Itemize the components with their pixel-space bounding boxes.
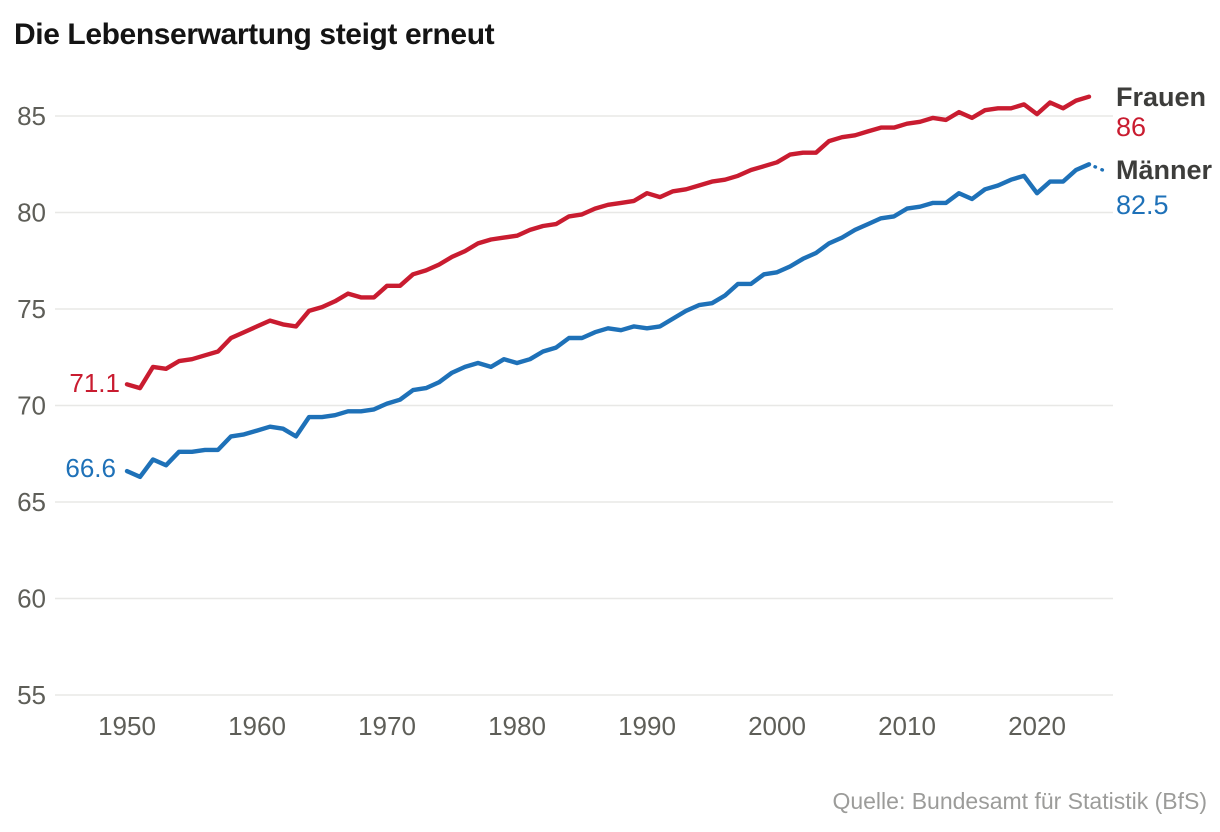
x-tick-label: 2010 — [878, 711, 936, 741]
x-tick-label: 1970 — [358, 711, 416, 741]
maenner-series-label: Männer — [1116, 155, 1213, 185]
frauen-line — [124, 94, 1092, 391]
x-tick-label: 2020 — [1008, 711, 1066, 741]
y-tick-label: 55 — [17, 680, 46, 710]
x-tick-label: 2000 — [748, 711, 806, 741]
y-tick-label: 70 — [17, 391, 46, 421]
x-tick-label: 1960 — [228, 711, 286, 741]
frauen-series-label: Frauen — [1116, 82, 1207, 112]
x-tick-label: 1980 — [488, 711, 546, 741]
maenner-line — [124, 162, 1092, 480]
source-credit: Quelle: Bundesamt für Statistik (BfS) — [832, 788, 1207, 814]
y-tick-label: 65 — [17, 487, 46, 517]
y-tick-label: 60 — [17, 584, 46, 614]
maenner-end-value: 82.5 — [1116, 190, 1169, 220]
frauen-start-value: 71.1 — [69, 368, 120, 398]
y-tick-label: 80 — [17, 198, 46, 228]
y-tick-label: 75 — [17, 294, 46, 324]
y-tick-label: 85 — [17, 101, 46, 131]
frauen-end-value: 86 — [1116, 112, 1147, 142]
x-tick-label: 1990 — [618, 711, 676, 741]
maenner-label-connector — [1093, 165, 1110, 174]
maenner-start-value: 66.6 — [65, 453, 116, 483]
chart-title: Die Lebenserwartung steigt erneut — [14, 18, 495, 51]
x-tick-label: 1950 — [98, 711, 156, 741]
